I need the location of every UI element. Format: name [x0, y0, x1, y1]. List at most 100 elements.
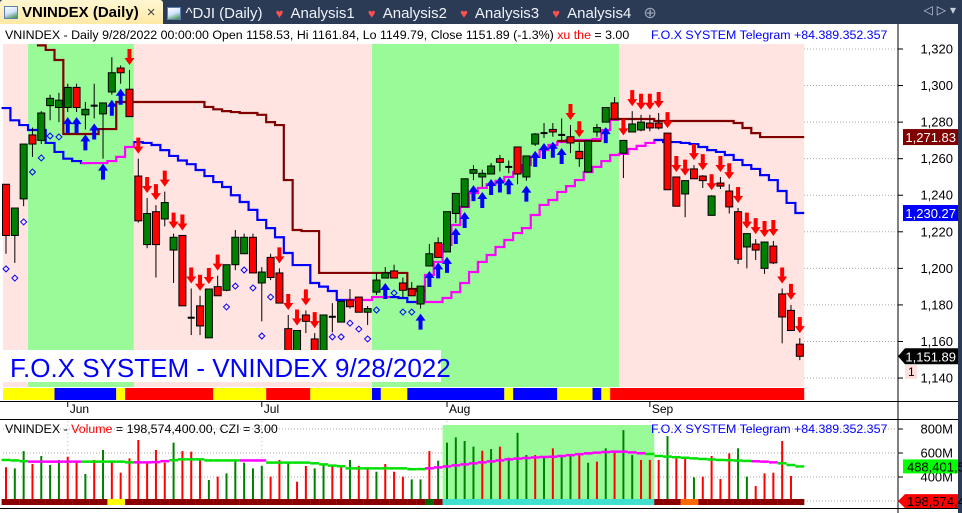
volume-strip-segment — [469, 499, 478, 505]
buy-arrow-icon — [494, 176, 505, 193]
diamond-marker-icon — [328, 333, 337, 341]
diamond-marker-icon — [249, 284, 257, 292]
signal-strip-segment — [116, 388, 126, 400]
candle-body — [46, 97, 55, 107]
volume-strip-segment — [777, 499, 787, 505]
axis-tick-label: 1,140 — [920, 371, 953, 386]
buy-arrow-icon — [539, 143, 550, 160]
candle-body — [469, 169, 478, 174]
candle-body — [151, 211, 160, 246]
volume-strip-segment — [380, 499, 390, 505]
candle — [487, 163, 496, 175]
diamond-marker-icon — [46, 132, 54, 140]
sell-arrow-icon — [627, 90, 638, 107]
tab-analysis2[interactable]: ♥ Analysis2 — [361, 2, 453, 24]
price-tag-label: 1,271.83 — [905, 130, 956, 145]
candle-body — [107, 72, 116, 93]
candle-body — [2, 183, 10, 236]
candle-body — [398, 282, 407, 291]
signal-strip-segment — [513, 388, 558, 400]
candle-body — [760, 241, 769, 269]
signal-strip-segment — [372, 388, 381, 400]
candle-body — [575, 150, 584, 160]
candle — [213, 275, 222, 297]
tab-dji-daily[interactable]: ^DJI (Daily) — [163, 2, 268, 24]
volume-strip-segment — [592, 499, 602, 505]
candle — [513, 146, 522, 185]
volume-strip-segment — [610, 499, 620, 505]
volume-moving-average — [1, 450, 805, 471]
price-tag: 1,271.83 — [903, 129, 958, 146]
tab-vnindex-daily[interactable]: VNINDEX (Daily) × — [0, 0, 164, 24]
diamond-marker-icon — [346, 319, 354, 327]
scroll-right-icon[interactable]: ▷ — [936, 3, 946, 17]
banner-bg — [3, 350, 441, 382]
candle — [46, 94, 55, 121]
candle — [707, 195, 716, 216]
price-tags: 1,271.83 1,230.27 1,151.89 — [898, 129, 958, 365]
candle-body — [134, 175, 143, 222]
candle — [760, 241, 769, 274]
candle — [63, 83, 72, 113]
tab-menu-icon[interactable]: ▾ — [949, 3, 956, 17]
add-tab-icon[interactable]: ⊕ — [643, 5, 657, 22]
background-zone — [133, 44, 373, 387]
volume-strip-segment — [663, 499, 672, 505]
diamond-marker-icon — [2, 265, 10, 273]
volume-strip-segment — [645, 499, 655, 505]
volume-strip-segment — [107, 499, 117, 505]
date-axis[interactable]: Jun Jul Aug Sep — [67, 401, 674, 416]
chart-window[interactable]: VNINDEX - Daily 9/28/2022 00:00:00 Open … — [0, 24, 962, 513]
volume-strip-segment — [574, 499, 584, 505]
candle-body — [478, 172, 487, 178]
chart-icon — [4, 5, 18, 19]
buy-arrow-icon — [424, 270, 435, 287]
candle-body — [248, 236, 257, 274]
volume-strip-segment — [257, 499, 267, 505]
candle — [742, 233, 751, 269]
volume-strip-segment — [689, 499, 699, 505]
sell-arrow-icon — [759, 221, 770, 238]
signal-strip-segment — [3, 388, 55, 400]
candle-body — [716, 182, 725, 187]
tab-analysis1[interactable]: ♥ Analysis1 — [269, 2, 361, 24]
price-header: VNINDEX - Daily 9/28/2022 00:00:00 Open … — [5, 28, 629, 42]
candle — [769, 240, 778, 264]
candle — [672, 176, 681, 207]
candle-body — [601, 106, 610, 123]
candle — [495, 155, 504, 172]
candle-body — [522, 155, 531, 178]
volume-strip-segment — [248, 499, 258, 505]
volume-strip-segment — [398, 499, 408, 505]
signal-strip-segment — [610, 388, 805, 400]
candle — [90, 83, 98, 119]
candle — [231, 229, 240, 271]
signal-strip-segment — [592, 388, 602, 400]
volume-strip-segment — [513, 499, 523, 505]
volume-strip-segment — [724, 499, 734, 505]
tab-scroll-controls: ◁ ▷ ▾ — [924, 3, 957, 17]
sell-arrow-icon — [159, 170, 170, 187]
candle — [681, 180, 690, 218]
candle — [478, 169, 487, 188]
candle — [540, 123, 548, 139]
price-axis[interactable]: 1,140 1,160 1,180 1,200 1,220 1,240 1,260 1,280… — [898, 42, 953, 386]
candle-body — [363, 308, 372, 313]
volume-strip-segment — [627, 499, 637, 505]
tab-analysis4[interactable]: ♥ Analysis4 — [545, 2, 637, 24]
candle — [689, 165, 698, 180]
candle-body — [125, 88, 134, 118]
candle-body — [531, 133, 540, 145]
volume-strip-segment — [566, 499, 575, 505]
volume-strip-segment — [654, 499, 664, 505]
signal-strip-segment — [266, 388, 311, 400]
volume-strip-segment — [733, 499, 743, 505]
sell-arrow-icon — [142, 176, 153, 193]
tab-analysis3[interactable]: ♥ Analysis3 — [453, 2, 545, 24]
candle-body — [337, 300, 346, 323]
candle — [416, 285, 425, 309]
close-tab-icon[interactable]: × — [146, 3, 156, 21]
scroll-left-icon[interactable]: ◁ — [923, 3, 933, 17]
volume-strip-segment — [442, 499, 452, 505]
candle — [248, 233, 257, 274]
